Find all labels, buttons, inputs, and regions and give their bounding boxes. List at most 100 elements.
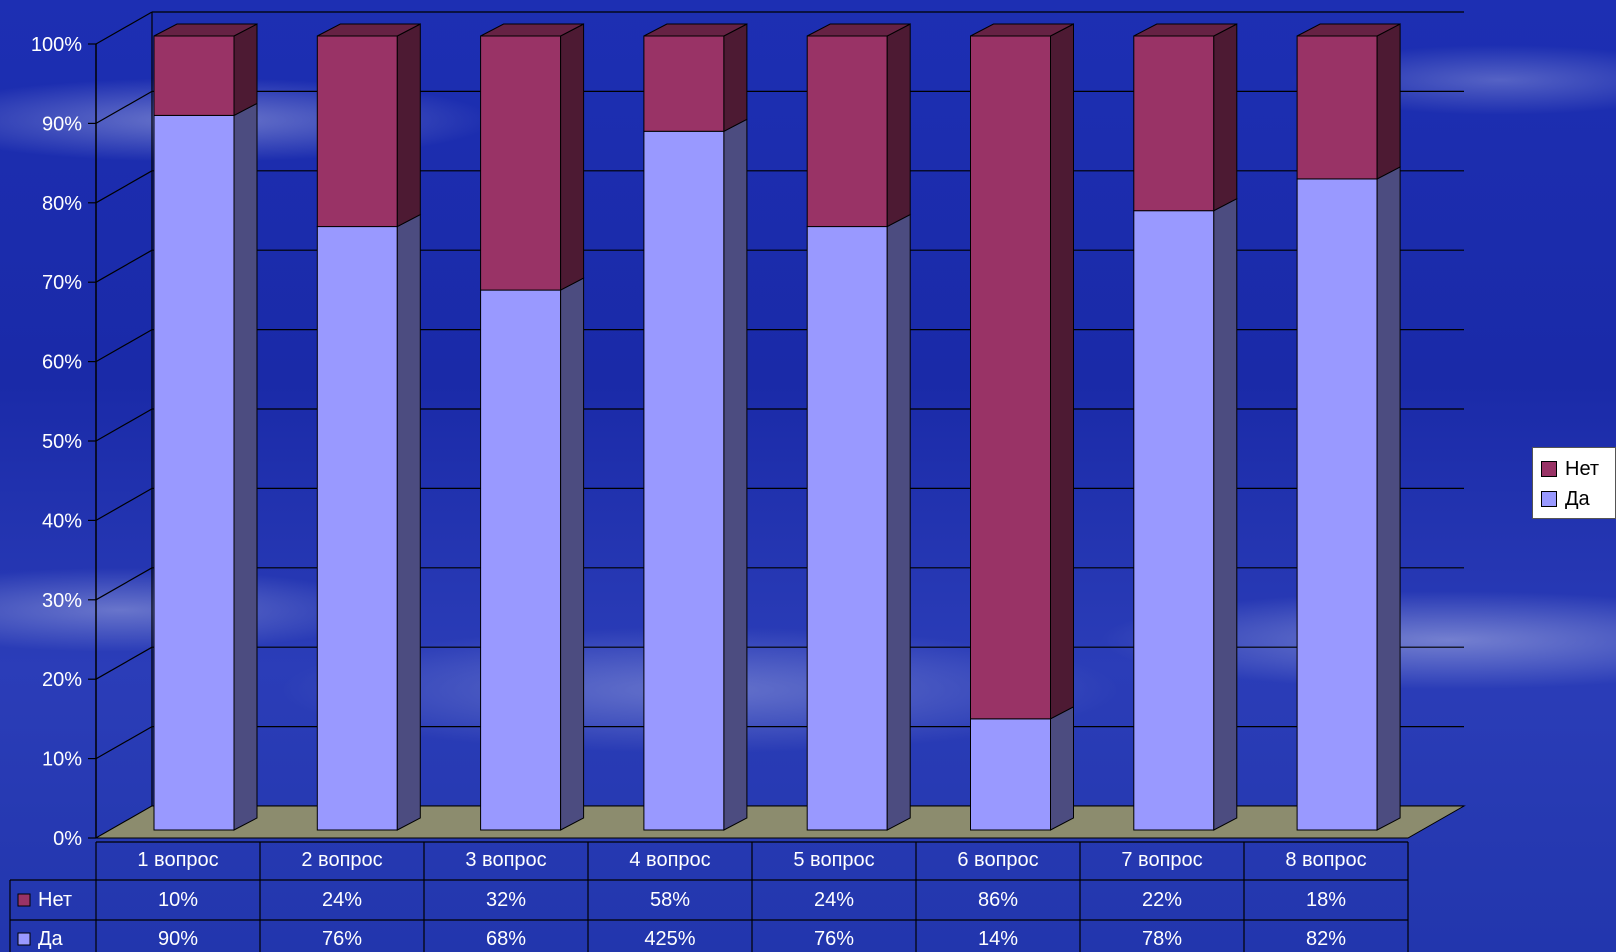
grid-diagonal <box>95 408 153 442</box>
bar-net-side <box>1213 23 1238 212</box>
bar-top <box>153 23 258 37</box>
bar-net <box>316 35 398 228</box>
y-tick-label: 60% <box>42 352 82 374</box>
table-swatch-da <box>17 932 31 946</box>
legend-swatch-net <box>1541 461 1557 477</box>
table-cell-da: 76% <box>814 928 854 950</box>
legend-label-da: Да <box>1565 487 1590 510</box>
bar-net <box>1296 35 1378 180</box>
table-cell-net: 22% <box>1142 889 1182 911</box>
bar-da-side <box>1376 166 1401 831</box>
table-row-label-net: Нет <box>38 889 72 911</box>
category-label: 4 вопрос <box>629 849 710 871</box>
legend: Нет Да <box>1532 447 1616 519</box>
bars-layer <box>153 23 1401 831</box>
bar-net <box>1133 35 1215 212</box>
bar-net <box>643 35 725 132</box>
bar-da-side <box>1213 197 1238 831</box>
legend-swatch-da <box>1541 491 1557 507</box>
bar-net-side <box>560 23 585 291</box>
bar-net-side <box>723 23 748 133</box>
y-tick-label: 0% <box>53 828 82 850</box>
grid-diagonal <box>95 726 153 760</box>
table-cell-net: 18% <box>1306 889 1346 911</box>
grid-diagonal <box>95 90 153 124</box>
legend-item-net: Нет <box>1541 454 1615 484</box>
bar-da-side <box>560 277 585 831</box>
bar-net-side <box>396 23 421 228</box>
bar-da <box>643 130 725 831</box>
category-label: 3 вопрос <box>465 849 546 871</box>
table-cell-net: 24% <box>814 889 854 911</box>
bar-top <box>1133 23 1238 37</box>
category-label: 7 вопрос <box>1121 849 1202 871</box>
bar-net-side <box>886 23 911 228</box>
legend-item-da: Да <box>1541 484 1615 514</box>
table-cell-net: 10% <box>158 889 198 911</box>
bar-da <box>970 718 1051 831</box>
bar-top <box>1296 23 1401 37</box>
y-tick-label: 80% <box>42 193 82 215</box>
grid-layer <box>95 11 1464 839</box>
bar-net <box>153 35 235 116</box>
table-cell-net: 24% <box>322 889 362 911</box>
floor <box>94 805 1466 839</box>
category-label: 2 вопрос <box>301 849 382 871</box>
category-label: 5 вопрос <box>793 849 874 871</box>
y-tick-label: 40% <box>42 510 82 532</box>
legend-label-net: Нет <box>1565 457 1600 480</box>
bar-net <box>806 35 888 228</box>
bar-net-side <box>1376 23 1401 180</box>
bar-da-side <box>723 118 748 831</box>
y-tick-label: 70% <box>42 272 82 294</box>
y-tick-label: 50% <box>42 431 82 453</box>
table-swatch-net <box>17 893 31 907</box>
bar-net <box>480 35 562 291</box>
bar-top <box>970 23 1074 37</box>
table-cell-da: 90% <box>158 928 198 950</box>
bar-da <box>1296 178 1378 831</box>
bar-da-side <box>233 102 258 831</box>
data-table: 1 вопрос 10% 90% 2 вопрос 24% 76% 3 вопрос 32% 6… <box>9 841 1409 952</box>
table-cell-net: 86% <box>978 889 1018 911</box>
grid-diagonal <box>95 11 153 45</box>
grid-diagonal <box>95 487 153 521</box>
grid-diagonal <box>95 170 153 204</box>
bar-net <box>970 35 1051 720</box>
grid-diagonal <box>95 646 153 680</box>
bar-da <box>1133 210 1215 831</box>
y-tick-label: 100% <box>31 34 82 56</box>
grid-diagonal <box>95 567 153 601</box>
chart-floor <box>94 805 1466 839</box>
bar-net-side <box>1050 23 1074 720</box>
y-tick-label: 20% <box>42 669 82 691</box>
category-label: 8 вопрос <box>1285 849 1366 871</box>
bar-top <box>317 23 421 37</box>
table-cell-da: 76% <box>322 928 362 950</box>
y-tick-label: 10% <box>42 749 82 771</box>
table-cell-da: 68% <box>486 928 526 950</box>
category-label: 6 вопрос <box>957 849 1038 871</box>
table-row-label-da: Да <box>38 928 64 950</box>
bar-top <box>643 23 748 37</box>
grid-diagonal <box>95 249 153 283</box>
bar-top <box>806 23 911 37</box>
bar-da <box>806 226 888 831</box>
y-tick-label: 90% <box>42 113 82 135</box>
bar-net-side <box>233 23 258 117</box>
table-cell-da: 425% <box>644 928 695 950</box>
y-tick-label: 30% <box>42 590 82 612</box>
table-cell-da: 78% <box>1142 928 1182 950</box>
bar-top <box>480 23 584 37</box>
y-axis: 0% 10% 20% 30% 40% 50% 60% 70% 80% 90% 100% <box>31 34 97 850</box>
table-cell-net: 58% <box>650 889 690 911</box>
grid-diagonal <box>95 329 153 363</box>
bar-da-side <box>1050 706 1074 831</box>
bar-da <box>480 289 562 831</box>
table-cell-da: 82% <box>1306 928 1346 950</box>
bar-da-side <box>396 213 421 831</box>
table-cell-da: 14% <box>978 928 1018 950</box>
bar-da-side <box>886 213 911 831</box>
bar-da <box>153 114 235 831</box>
